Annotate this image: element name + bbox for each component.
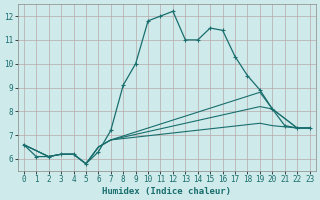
X-axis label: Humidex (Indice chaleur): Humidex (Indice chaleur) [102,187,231,196]
